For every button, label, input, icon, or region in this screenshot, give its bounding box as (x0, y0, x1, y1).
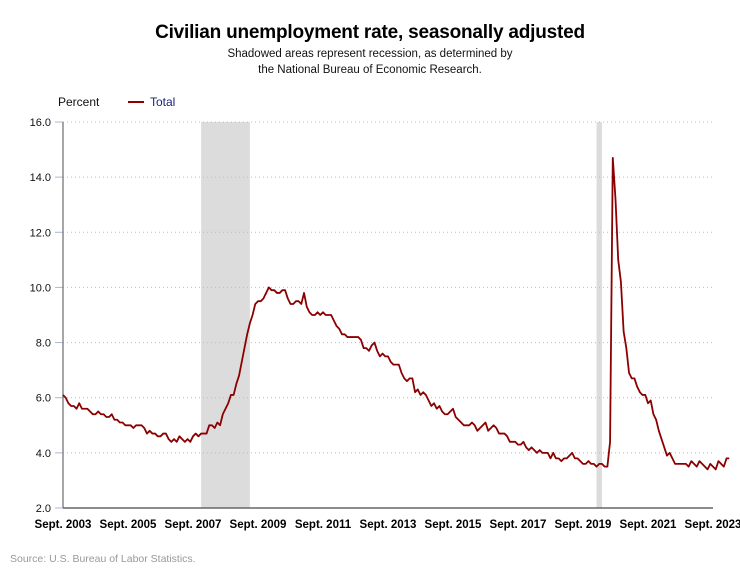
x-tick-label: Sept. 2011 (295, 519, 352, 531)
x-tick-label: Sept. 2017 (490, 519, 547, 531)
chart-title: Civilian unemployment rate, seasonally a… (155, 22, 585, 43)
subtitle-line-2: the National Bureau of Economic Research… (258, 64, 482, 76)
subtitle-line-1: Shadowed areas represent recession, as d… (227, 48, 513, 60)
y-tick-label: 16.0 (30, 117, 51, 129)
x-tick-label: Sept. 2021 (620, 519, 677, 531)
x-tick-label: Sept. 2009 (230, 519, 287, 531)
y-tick-label: 8.0 (36, 338, 51, 350)
series-line-total (62, 156, 730, 471)
x-tick-label: Sept. 2003 (35, 519, 92, 531)
y-tick-label: 2.0 (36, 503, 51, 515)
axes (62, 122, 713, 509)
x-tick-label: Sept. 2005 (100, 519, 157, 531)
recession-band-1 (201, 122, 250, 508)
y-tick-labels: 2.0 4.0 6.0 8.0 10.0 12.0 14.0 16.0 (30, 117, 51, 515)
source-note: Source: U.S. Bureau of Labor Statistics. (10, 553, 196, 565)
y-tick-label: 6.0 (36, 393, 51, 405)
recession-shading (201, 122, 602, 508)
x-tick-labels: Sept. 2003 Sept. 2005 Sept. 2007 Sept. 2009… (35, 519, 740, 531)
recession-band-2 (596, 122, 602, 508)
y-tick-label: 12.0 (30, 227, 51, 239)
chart-subtitle: Shadowed areas represent recession, as d… (0, 46, 740, 78)
y-tick-label: 10.0 (30, 282, 51, 294)
y-axis-label: Percent (58, 95, 100, 109)
y-tick-label: 14.0 (30, 172, 51, 184)
legend-label-total: Total (150, 95, 176, 109)
x-tick-label: Sept. 2013 (360, 519, 417, 531)
legend: Total (128, 95, 175, 109)
y-tick-label: 4.0 (36, 448, 51, 460)
series-layer (62, 156, 730, 471)
legend-swatch-total (128, 101, 144, 103)
x-tick-label: Sept. 2023 (685, 519, 740, 531)
x-tick-label: Sept. 2019 (555, 519, 612, 531)
x-tick-label: Sept. 2007 (165, 519, 222, 531)
gridlines (55, 121, 713, 509)
x-tick-label: Sept. 2015 (425, 519, 482, 531)
